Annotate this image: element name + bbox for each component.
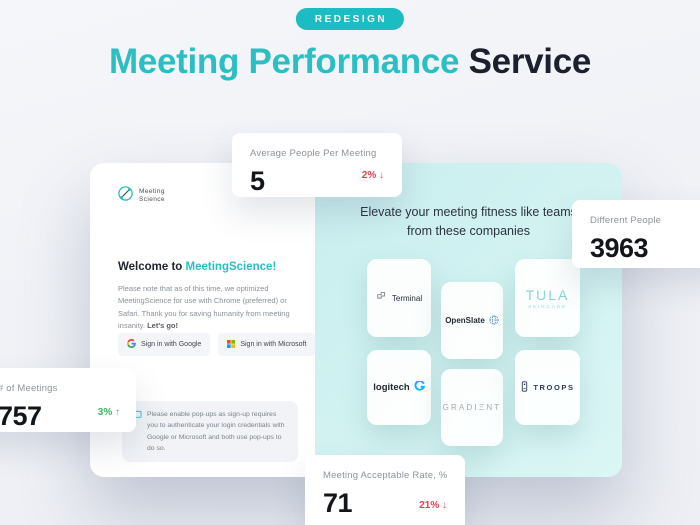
delta-percent: 3% xyxy=(97,407,113,418)
page-title-highlight: Meeting Performance xyxy=(108,42,460,81)
popup-note-text: Please enable pop-ups as sign-up require… xyxy=(147,411,285,452)
logo-line1: Meeting xyxy=(139,188,165,196)
microsoft-icon xyxy=(227,339,236,350)
meetingscience-logo-text: Meeting Science xyxy=(139,188,165,204)
welcome-prefix: Welcome to xyxy=(118,261,183,273)
troops-label: TROOPS xyxy=(533,383,575,392)
arrow-down-icon: ↓ xyxy=(442,500,447,511)
delta-percent: 2% xyxy=(361,170,377,181)
page-title: Meeting Performance Service xyxy=(0,42,700,82)
delta-percent: 21% xyxy=(419,500,440,511)
signin-buttons: Sign in with Google Sign in with Microso… xyxy=(118,333,316,356)
tula-label: TULA xyxy=(525,286,570,303)
logitech-label: logitech xyxy=(373,382,410,393)
arrow-up-icon: ↑ xyxy=(115,407,120,418)
popup-note: Please enable pop-ups as sign-up require… xyxy=(122,401,298,462)
google-signin-button[interactable]: Sign in with Google xyxy=(118,333,211,356)
company-card-openslate: OpenSlate xyxy=(441,282,503,359)
page-title-rest: Service xyxy=(468,42,592,81)
stat-label: Different People xyxy=(590,215,662,226)
stat-value: 71 xyxy=(323,488,353,518)
openslate-globe-icon xyxy=(489,312,499,330)
intro-text: Please note that as of this time, we opt… xyxy=(118,284,290,331)
troops-badge-icon xyxy=(520,379,529,397)
stat-card-average-people: Average People Per Meeting 5 2% ↓ xyxy=(232,133,402,197)
intro-cta: Let's go! xyxy=(147,321,179,331)
stat-value: 5 xyxy=(250,166,265,196)
company-card-tula: TULA SKINCARE xyxy=(515,259,580,337)
stat-value: 3963 xyxy=(590,233,649,263)
company-card-logitech: logitech xyxy=(367,350,431,425)
microsoft-signin-button[interactable]: Sign in with Microsoft xyxy=(218,333,316,356)
stat-label: Average People Per Meeting xyxy=(250,148,377,159)
google-icon xyxy=(127,339,136,350)
companies-heading: Elevate your meeting fitness like teams … xyxy=(360,205,577,239)
stat-delta-negative: 21% ↓ xyxy=(419,500,447,511)
stat-delta-negative: 2% ↓ xyxy=(362,170,384,181)
terminal-label: Terminal xyxy=(391,293,423,303)
arrow-down-icon: ↓ xyxy=(379,170,384,181)
app-mockup-window: Meeting Science Welcome to MeetingScienc… xyxy=(90,163,622,477)
logo-line2: Science xyxy=(139,196,165,203)
stat-card-total-meetings: Total # of Meetings 757 3% ↑ xyxy=(0,368,136,432)
welcome-brand: MeetingScience! xyxy=(185,261,277,273)
redesign-badge: REDESIGN xyxy=(295,8,405,30)
microsoft-signin-label: Sign in with Microsoft xyxy=(240,341,307,348)
openslate-label: OpenSlate xyxy=(445,316,485,325)
gradient-label: GRADIΞNT xyxy=(442,403,502,412)
company-card-troops: TROOPS xyxy=(515,350,580,425)
company-card-terminal: Terminal xyxy=(367,259,431,337)
stat-label: Total # of Meetings xyxy=(0,383,58,394)
google-signin-label: Sign in with Google xyxy=(141,341,202,348)
stat-label: Meeting Acceptable Rate, % xyxy=(323,470,448,481)
stat-value: 757 xyxy=(0,401,42,431)
stat-card-acceptable-rate: Meeting Acceptable Rate, % 71 21% ↓ xyxy=(305,455,465,525)
logitech-g-icon xyxy=(414,379,425,397)
stat-card-different-people: Different People 3963 xyxy=(572,200,700,268)
stat-delta-positive: 3% ↑ xyxy=(98,407,120,418)
welcome-heading: Welcome to MeetingScience! xyxy=(118,261,276,273)
terminal-logo-icon xyxy=(376,289,388,307)
meetingscience-logo: Meeting Science xyxy=(117,185,165,207)
company-card-gradient: GRADIΞNT xyxy=(441,369,503,446)
meetingscience-logo-icon xyxy=(117,185,134,207)
tula-sublabel: SKINCARE xyxy=(528,304,567,310)
intro-paragraph: Please note that as of this time, we opt… xyxy=(118,283,302,333)
companies-panel: Elevate your meeting fitness like teams … xyxy=(315,163,622,477)
